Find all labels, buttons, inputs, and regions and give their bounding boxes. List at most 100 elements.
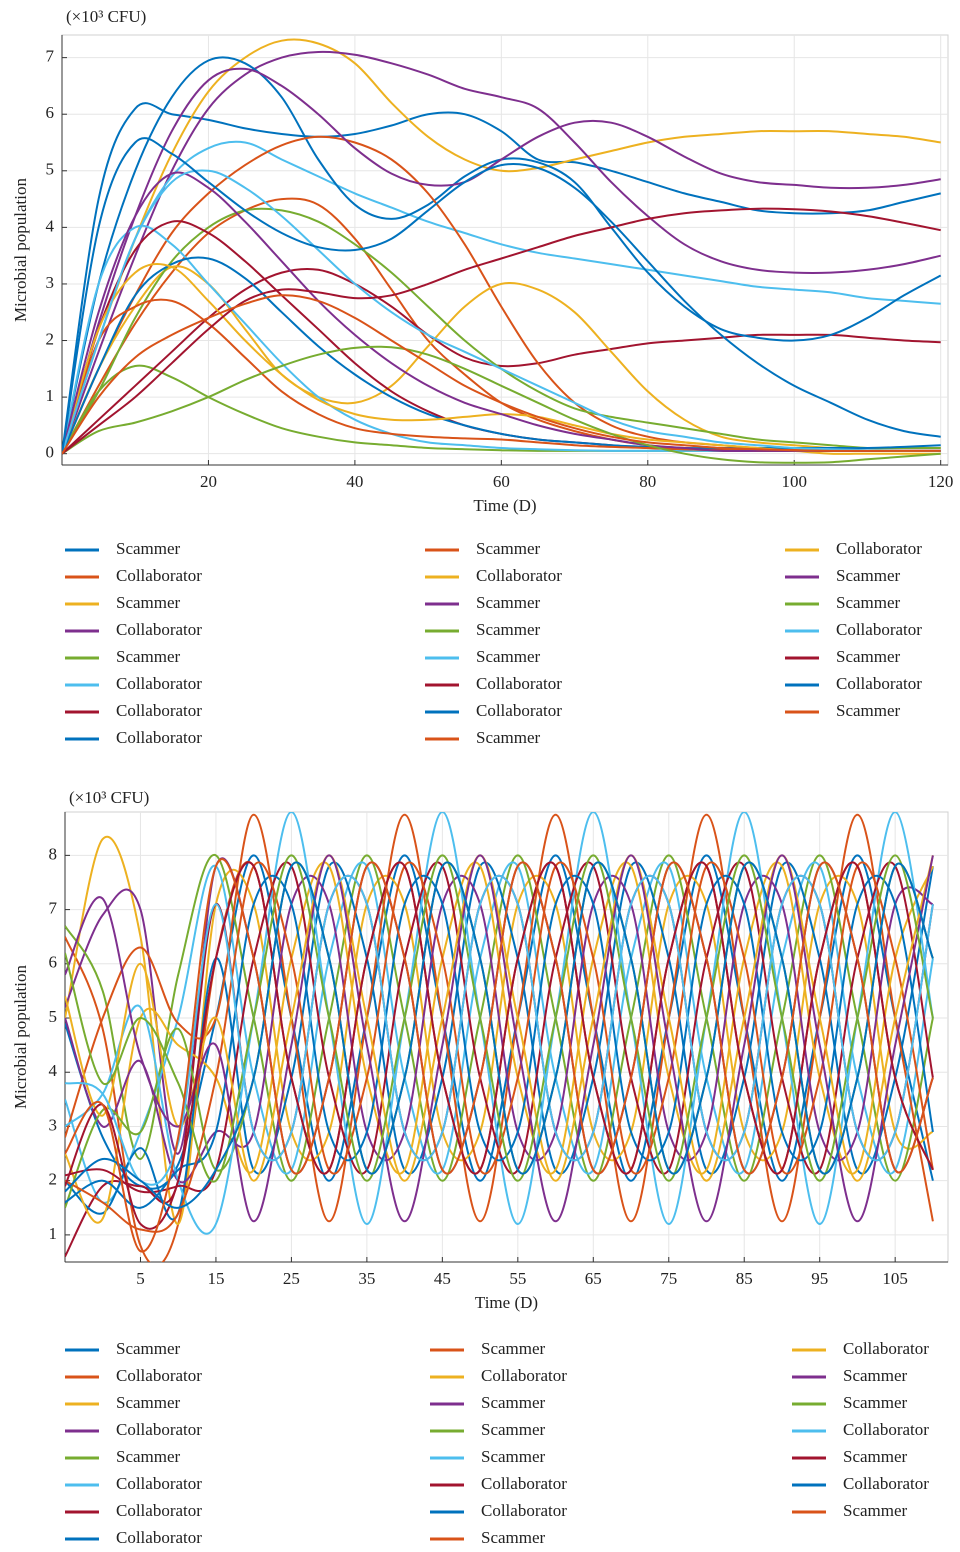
series-line — [65, 861, 934, 1233]
legend-label: Scammer — [836, 593, 901, 612]
x-tick-label: 40 — [346, 472, 363, 491]
legend-label: Scammer — [476, 647, 541, 666]
legend-label: Collaborator — [116, 1420, 202, 1439]
series-line — [65, 874, 934, 1186]
x-tick-label: 75 — [660, 1269, 677, 1288]
legend-label: Scammer — [843, 1501, 908, 1520]
legend-label: Collaborator — [843, 1474, 929, 1493]
y-tick-label: 5 — [49, 1007, 58, 1026]
legend-label: Collaborator — [481, 1474, 567, 1493]
legend-label: Collaborator — [116, 1528, 202, 1547]
legend-label: Collaborator — [476, 674, 562, 693]
y-tick-label: 1 — [49, 1224, 58, 1243]
series-line — [65, 854, 934, 1183]
x-tick-label: 15 — [207, 1269, 224, 1288]
series-line — [65, 858, 934, 1253]
series-line — [62, 345, 941, 464]
legend-label: Scammer — [481, 1447, 546, 1466]
x-tick-label: 35 — [358, 1269, 375, 1288]
legend-label: Scammer — [476, 539, 541, 558]
x-tick-label: 65 — [585, 1269, 602, 1288]
series-line — [62, 135, 941, 455]
x-tick-label: 60 — [493, 472, 510, 491]
series-line — [62, 38, 941, 455]
legend-label: Collaborator — [843, 1420, 929, 1439]
series-line — [62, 102, 941, 454]
series-line — [65, 854, 934, 1223]
y-tick-label: 3 — [49, 1115, 58, 1134]
legend-label: Scammer — [481, 1420, 546, 1439]
x-tick-label: 100 — [781, 472, 807, 491]
legend-label: Collaborator — [836, 620, 922, 639]
x-tick-label: 25 — [283, 1269, 300, 1288]
legend-label: Scammer — [476, 728, 541, 747]
legend-label: Collaborator — [836, 539, 922, 558]
legend-label: Collaborator — [481, 1501, 567, 1520]
legend-label: Scammer — [116, 1393, 181, 1412]
series-line — [62, 50, 941, 455]
y-tick-label: 2 — [49, 1170, 58, 1189]
legend-label: Collaborator — [116, 1501, 202, 1520]
x-tick-label: 45 — [434, 1269, 451, 1288]
series-line — [62, 137, 941, 454]
legend-label: Collaborator — [116, 674, 202, 693]
legend-label: Scammer — [843, 1366, 908, 1385]
series-line — [62, 207, 941, 455]
y-tick-label: 4 — [49, 1061, 58, 1080]
series-line — [65, 861, 934, 1204]
legend-label: Collaborator — [116, 620, 202, 639]
y-tick-label: 6 — [46, 103, 55, 122]
legend-label: Collaborator — [836, 674, 922, 693]
y-tick-label: 4 — [46, 216, 55, 235]
legend-label: Scammer — [481, 1339, 546, 1358]
y-tick-label: 3 — [46, 273, 55, 292]
x-tick-label: 95 — [811, 1269, 828, 1288]
legend: Scammer Collaborator Scammer Collaborator Sc… — [65, 539, 922, 747]
legend-label: Collaborator — [116, 701, 202, 720]
x-tick-label: 5 — [136, 1269, 145, 1288]
y-axis-label: Microbial population — [11, 178, 30, 323]
chart: 0 1 2 3 4 5 6 7 20 40 60 80 100 120 (×10³ CFU) Microbia… — [11, 7, 954, 747]
y-tick-label: 1 — [46, 386, 55, 405]
series-line — [62, 56, 942, 454]
x-axis-label: Time (D) — [475, 1293, 538, 1312]
legend-label: Scammer — [116, 593, 181, 612]
legend-label: Scammer — [116, 647, 181, 666]
series-line — [62, 265, 941, 455]
series-line — [65, 861, 934, 1194]
y-tick-label: 7 — [46, 47, 55, 66]
legend-label: Scammer — [116, 1447, 181, 1466]
series-line — [62, 169, 941, 455]
y-tick-label: 0 — [46, 443, 55, 462]
y-tick-label: 5 — [46, 160, 55, 179]
legend-label: Collaborator — [843, 1339, 929, 1358]
y-tick-label: 2 — [46, 329, 55, 348]
legend-label: Scammer — [476, 593, 541, 612]
legend-label: Collaborator — [116, 1474, 202, 1493]
legend-label: Collaborator — [476, 701, 562, 720]
series-line — [65, 874, 934, 1184]
y-axis-label: Microbial population — [11, 965, 30, 1110]
legend-label: Scammer — [843, 1447, 908, 1466]
legend-label: Scammer — [836, 701, 901, 720]
legend-label: Scammer — [116, 539, 181, 558]
series-line — [62, 140, 941, 455]
legend-label: Scammer — [476, 620, 541, 639]
legend-label: Scammer — [836, 566, 901, 585]
legend-label: Scammer — [481, 1528, 546, 1547]
legend-label: Collaborator — [116, 566, 202, 585]
legend-label: Collaborator — [476, 566, 562, 585]
legend-label: Scammer — [843, 1393, 908, 1412]
y-unit: (×10³ CFU) — [66, 7, 146, 26]
x-tick-label: 55 — [509, 1269, 526, 1288]
series-line — [62, 294, 941, 455]
legend: Scammer Collaborator Scammer Collaborator Sc… — [65, 1339, 929, 1547]
y-tick-label: 7 — [49, 898, 58, 917]
legend-label: Collaborator — [481, 1366, 567, 1385]
y-tick-label: 6 — [49, 953, 58, 972]
x-tick-label: 85 — [736, 1269, 753, 1288]
x-tick-label: 20 — [200, 472, 217, 491]
y-tick-label: 8 — [49, 844, 58, 863]
x-tick-label: 105 — [882, 1269, 908, 1288]
